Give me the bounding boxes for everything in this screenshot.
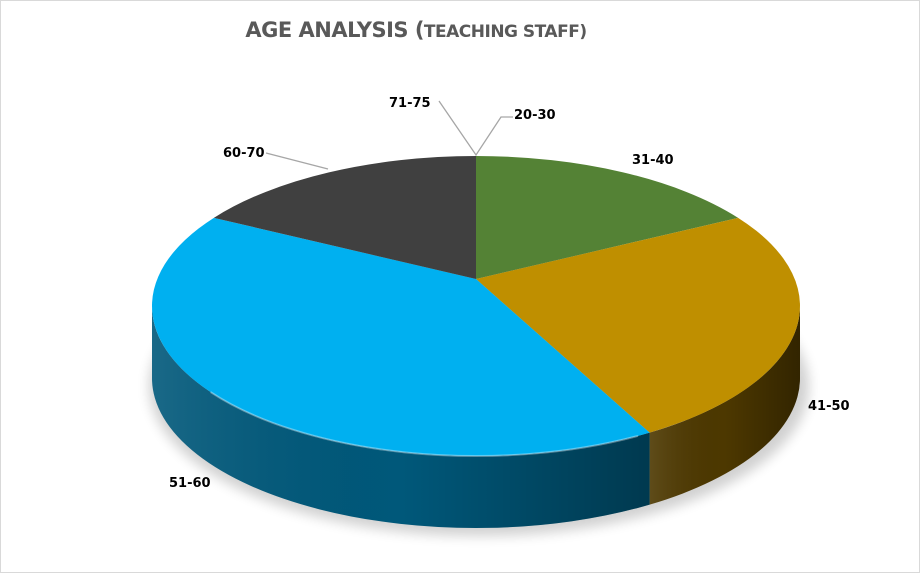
slice-side-shade (649, 306, 800, 505)
label-41-50: 41-50 (808, 399, 850, 414)
slice-60-70[interactable] (213, 156, 477, 279)
title-main: AGE ANALYSIS ( (245, 18, 424, 42)
label-60-70: 60-70 (223, 146, 265, 161)
label-71-75: 71-75 (389, 96, 431, 111)
chart-title: AGE ANALYSIS (TEACHING STAFF) (1, 18, 831, 42)
label-31-40: 31-40 (632, 153, 674, 168)
label-51-60: 51-60 (169, 476, 211, 491)
leader-line-60-70 (265, 152, 329, 170)
slice-side-shade (152, 306, 650, 529)
pie-sides (152, 306, 800, 529)
leader-line-20-30-71-75 (438, 100, 513, 157)
slice-41-50[interactable] (476, 217, 801, 433)
label-20-30: 20-30 (514, 108, 556, 123)
pie-slices (151, 156, 801, 457)
rim-highlight (210, 391, 639, 457)
title-sub: TEACHING STAFF) (423, 22, 587, 42)
slice-51-60[interactable] (151, 217, 650, 457)
slice-31-40[interactable] (476, 156, 739, 279)
